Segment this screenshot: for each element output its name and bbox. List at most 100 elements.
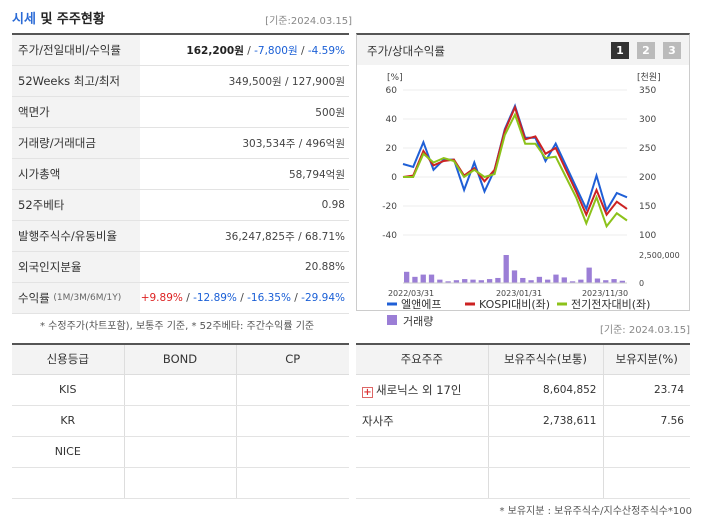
- cp-cell: [236, 436, 349, 468]
- series-line: [402, 104, 628, 218]
- volume-bar: [619, 280, 625, 283]
- volume-bar: [478, 280, 484, 283]
- chart-panel: 주가/상대수익률 1 2 3 [%] [천원] 60 40 20 0 -20 -40 350 30…: [356, 33, 690, 328]
- column-header: 보유주식수(보통): [488, 344, 604, 375]
- table-row: [12, 467, 349, 499]
- price-row: 액면가 500원: [12, 97, 349, 128]
- row-value: 36,247,825주 / 68.71%: [224, 230, 345, 243]
- price-change-rate: -4.59%: [307, 44, 345, 57]
- return-periods: (1M/3M/6M/1Y): [53, 293, 122, 303]
- row-value: 162,200원 / -7,800원 / -4.59%: [140, 43, 349, 58]
- right-tick-label: 250: [639, 144, 656, 154]
- volume-bar: [545, 279, 551, 283]
- volume-bar: [561, 277, 567, 283]
- volume-bar: [404, 271, 410, 283]
- volume-bar: [528, 280, 534, 283]
- volume-bar: [437, 279, 443, 283]
- volume-bar: [520, 277, 526, 283]
- row-value: 349,500원 / 127,900원: [228, 75, 345, 88]
- right-tick-label: 300: [639, 115, 656, 125]
- separator: /: [182, 292, 194, 304]
- current-price: 162,200원: [186, 44, 244, 57]
- table-row: [356, 467, 690, 499]
- agency-cell: KR: [12, 405, 125, 437]
- volume-bar: [470, 279, 476, 283]
- shares-cell: [488, 467, 604, 499]
- left-axis-unit: [%]: [387, 73, 403, 83]
- page-title: 시세 및 주주현황: [12, 8, 105, 27]
- left-tick-label: 40: [386, 115, 398, 125]
- volume-bar: [420, 274, 426, 283]
- row-label: 주가/전일대비/수익률: [12, 35, 140, 65]
- separator: /: [243, 44, 255, 57]
- price-row: 52Weeks 최고/최저 349,500원 / 127,900원: [12, 66, 349, 97]
- legend-swatch: [387, 315, 397, 325]
- right-tick-label: 150: [639, 202, 656, 212]
- price-row: 외국인지분율 20.88%: [12, 252, 349, 283]
- relative-return-chart: [%] [천원]6040200-20-403503002502001501002,…: [382, 72, 679, 328]
- volume-bar: [611, 279, 617, 283]
- row-value: 303,534주 / 496억원: [242, 137, 345, 150]
- chart-header: [357, 35, 689, 65]
- volume-bar: [569, 281, 576, 283]
- price-footnote: * 수정주가(차트포함), 보통주 기준, * 52주베타: 주간수익률 기준: [40, 321, 315, 332]
- column-header: 신용등급: [12, 344, 125, 375]
- cp-cell: [236, 374, 349, 406]
- expand-plus-icon[interactable]: +: [362, 386, 373, 398]
- row-label: 52Weeks 최고/최저: [12, 66, 140, 96]
- chart-page-2-button[interactable]: 2: [637, 42, 655, 59]
- volume-bar: [495, 277, 501, 283]
- x-tick-label: 2023/01/31: [496, 289, 542, 298]
- stake-cell: [603, 436, 690, 468]
- return-1y: -29.94%: [301, 292, 345, 304]
- table-row: + 새로닉스 외 17인 8,604,852 23.74: [356, 374, 690, 406]
- table-header-row: 주요주주 보유주식수(보통) 보유지분(%): [356, 344, 690, 375]
- shares-cell: 8,604,852: [488, 374, 604, 406]
- row-label: 52주베타: [12, 190, 140, 220]
- left-tick-label: -40: [382, 231, 397, 241]
- column-header: BOND: [124, 344, 237, 375]
- x-tick-label: 2023/11/30: [582, 289, 628, 298]
- agency-cell: [12, 467, 125, 499]
- legend-label: 엘앤에프: [401, 298, 441, 311]
- row-label: 시가총액: [12, 159, 140, 189]
- column-header: 주요주주: [356, 344, 489, 375]
- stake-cell: 7.56: [603, 405, 690, 437]
- agency-cell: NICE: [12, 436, 125, 468]
- column-header: CP: [236, 344, 349, 375]
- table-row: 자사주 2,738,611 7.56: [356, 405, 690, 437]
- price-row: 52주베타 0.98: [12, 190, 349, 221]
- price-change: -7,800원: [254, 44, 298, 57]
- row-value: 0.98: [321, 199, 345, 211]
- row-value: 58,794억원: [288, 168, 345, 181]
- row-label: 거래량/거래대금: [12, 128, 140, 158]
- separator: /: [290, 292, 302, 304]
- stake-cell: 23.74: [603, 374, 690, 406]
- chart-page-1-button[interactable]: 1: [611, 42, 629, 59]
- volume-bar: [503, 255, 509, 283]
- holder-base-date: [기준: 2024.03.15]: [599, 325, 690, 336]
- holder-name[interactable]: 새로닉스 외 17인: [376, 382, 462, 397]
- volume-bar: [536, 276, 543, 283]
- row-label: 액면가: [12, 97, 140, 127]
- right-axis-unit: [천원]: [637, 72, 661, 83]
- holder-name-cell: 자사주: [356, 405, 489, 437]
- volume-bar: [586, 267, 592, 283]
- table-row: KR: [12, 405, 349, 437]
- legend-label: KOSPI대비(좌): [479, 298, 550, 311]
- return-label: 수익률: [18, 291, 50, 305]
- holder-name-cell: [356, 467, 489, 499]
- bond-cell: [124, 374, 237, 406]
- credit-rating-table: 신용등급 BOND CP KIS KR NICE: [12, 343, 349, 499]
- cp-cell: [236, 467, 349, 499]
- bond-cell: [124, 436, 237, 468]
- title-accent: 시세: [12, 12, 36, 27]
- left-tick-label: 20: [386, 144, 398, 154]
- base-date: [기준:2024.03.15]: [265, 16, 352, 27]
- return-3m: -12.89%: [193, 292, 237, 304]
- volume-bar: [445, 281, 451, 283]
- left-tick-label: 0: [391, 173, 397, 183]
- chart-page-3-button[interactable]: 3: [663, 42, 681, 59]
- series-line: [403, 112, 628, 229]
- volume-tick-label: 0: [639, 279, 644, 288]
